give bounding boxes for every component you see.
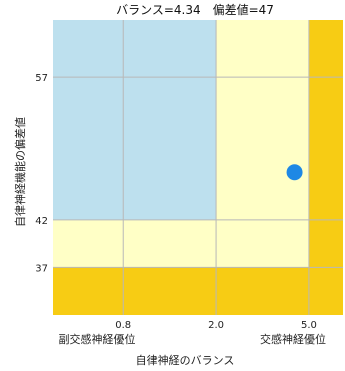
x-label-right: 交感神経優位 xyxy=(260,332,326,346)
zone-blue xyxy=(53,20,217,220)
x-tick-label: 5.0 xyxy=(301,320,317,331)
x-axis-title: 自律神経のバランス xyxy=(136,353,235,367)
plot-area xyxy=(53,20,343,315)
x-tick-label: 2.0 xyxy=(208,320,224,331)
y-tick-label: 57 xyxy=(35,73,48,84)
data-point xyxy=(286,164,303,181)
y-tick-label: 42 xyxy=(35,216,48,227)
ticks: 0.8 2.0 5.0 37 42 57 xyxy=(35,73,317,331)
y-axis-title: 自律神経機能の偏差値 xyxy=(13,117,27,227)
y-tick-label: 37 xyxy=(35,263,48,274)
chart-title: バランス=4.34 偏差値=47 xyxy=(116,2,274,17)
x-label-left: 副交感神経優位 xyxy=(59,332,136,346)
x-tick-label: 0.8 xyxy=(115,320,131,331)
